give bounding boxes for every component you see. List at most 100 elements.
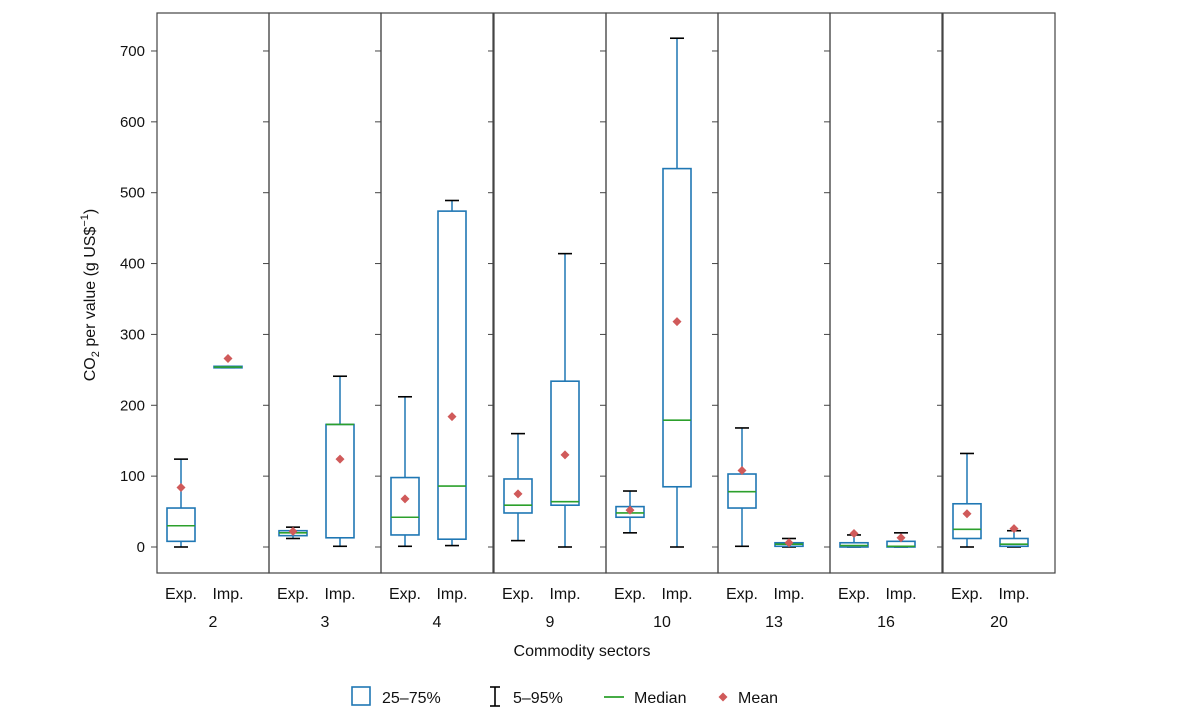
x-tick-label: Imp.	[885, 586, 916, 603]
x-tick-label: Imp.	[661, 586, 692, 603]
box-9-exp	[503, 432, 533, 542]
x-tick-label: Exp.	[838, 586, 870, 603]
y-tick-label: 400	[120, 256, 145, 273]
panel-frame	[156, 12, 270, 574]
box-4-imp	[437, 199, 467, 547]
mean-marker	[672, 317, 682, 327]
box-9-imp	[550, 252, 580, 548]
panel-sector-20: Exp. Imp. 20	[937, 12, 1056, 631]
x-tick-label: Imp.	[773, 586, 804, 603]
sector-label: 9	[546, 614, 555, 631]
mean-marker	[335, 454, 345, 464]
panel-sector-16: Exp. Imp. 16	[824, 12, 943, 631]
y-tick-label: 600	[120, 114, 145, 131]
y-axis-label-sub: 2	[90, 351, 102, 357]
y-axis-label-base: CO	[82, 357, 99, 381]
legend-mean-swatch	[718, 692, 728, 702]
x-axis-label: Commodity sectors	[514, 643, 651, 660]
panel-sector-3: Exp. Imp. 3	[263, 12, 382, 631]
sector-label: 16	[877, 614, 895, 631]
y-axis-label: CO2 per value (g US$−1)	[79, 209, 102, 382]
box-16-exp	[839, 529, 869, 548]
legend-item-box: 25–75%	[351, 686, 441, 707]
y-tick-label: 0	[137, 539, 145, 556]
iqr-box	[325, 423, 355, 539]
iqr-box	[550, 380, 580, 506]
box-16-imp	[886, 532, 916, 548]
box-13-imp	[774, 537, 804, 548]
sector-label: 20	[990, 614, 1008, 631]
iqr-box	[437, 210, 467, 541]
legend-item-mean: Mean	[718, 690, 778, 707]
sector-label: 3	[321, 614, 330, 631]
sector-label: 4	[433, 614, 442, 631]
mean-marker	[849, 529, 859, 539]
sector-label: 2	[209, 614, 218, 631]
panel-frame	[380, 12, 494, 574]
y-tick-label: 500	[120, 185, 145, 202]
legend-item-whisker: 5–95%	[490, 686, 563, 707]
x-tick-label: Imp.	[436, 586, 467, 603]
y-tick-label: 100	[120, 468, 145, 485]
x-tick-label: Exp.	[951, 586, 983, 603]
legend-label: 5–95%	[513, 690, 563, 707]
iqr-box	[662, 167, 692, 488]
y-tick-label: 300	[120, 326, 145, 343]
iqr-box	[999, 537, 1029, 548]
mean-marker	[223, 354, 233, 364]
mean-marker	[962, 509, 972, 519]
x-tick-label: Exp.	[502, 586, 534, 603]
mean-marker	[400, 494, 410, 504]
sector-label: 10	[653, 614, 671, 631]
mean-marker	[737, 465, 747, 475]
panel-sector-4: Exp. Imp. 4	[375, 12, 494, 631]
mean-marker	[625, 505, 635, 515]
panel-sector-2: Exp. Imp. 2	[151, 12, 270, 631]
mean-marker	[288, 526, 298, 536]
x-tick-label: Exp.	[277, 586, 309, 603]
box-20-exp	[952, 452, 982, 548]
x-tick-label: Imp.	[324, 586, 355, 603]
box-3-imp	[325, 375, 355, 548]
mean-marker	[784, 538, 794, 548]
panel-sector-10: Exp. Imp. 10	[600, 12, 719, 631]
sector-label: 13	[765, 614, 783, 631]
x-tick-label: Exp.	[614, 586, 646, 603]
legend-label: 25–75%	[382, 690, 441, 707]
legend-label: Median	[634, 690, 686, 707]
x-tick-label: Imp.	[998, 586, 1029, 603]
mean-marker	[176, 482, 186, 492]
mean-marker	[447, 412, 457, 422]
mean-marker	[560, 450, 570, 460]
y-axis-label-mid: per value (g US$	[82, 227, 99, 352]
iqr-box	[390, 476, 420, 536]
box-10-imp	[662, 37, 692, 548]
box-20-imp	[999, 524, 1029, 548]
panel-frame	[605, 12, 719, 574]
panel-sector-9: Exp. Imp. 9	[488, 12, 607, 631]
box-4-exp	[390, 395, 420, 548]
x-tick-label: Imp.	[549, 586, 580, 603]
y-tick-label: 200	[120, 397, 145, 414]
y-axis-label-end: )	[82, 209, 99, 214]
x-tick-label: Exp.	[165, 586, 197, 603]
legend-box-swatch	[351, 686, 371, 706]
box-13-exp	[727, 427, 757, 548]
x-tick-label: Imp.	[212, 586, 243, 603]
box-10-exp	[615, 490, 645, 534]
mean-marker	[1009, 524, 1019, 534]
box-2-imp	[213, 354, 243, 369]
mean-marker	[896, 533, 906, 543]
panel-frame	[268, 12, 382, 574]
box-2-exp	[166, 458, 196, 548]
legend-item-median: Median	[604, 690, 686, 707]
iqr-box	[166, 507, 196, 543]
y-tick-label: 700	[120, 43, 145, 60]
iqr-box	[952, 502, 982, 540]
legend: 25–75% 5–95% Median Mean	[351, 686, 778, 707]
panel-frame	[942, 12, 1056, 574]
x-tick-label: Exp.	[389, 586, 421, 603]
panel-sector-13: Exp. Imp. 13	[712, 12, 831, 631]
x-tick-label: Exp.	[726, 586, 758, 603]
